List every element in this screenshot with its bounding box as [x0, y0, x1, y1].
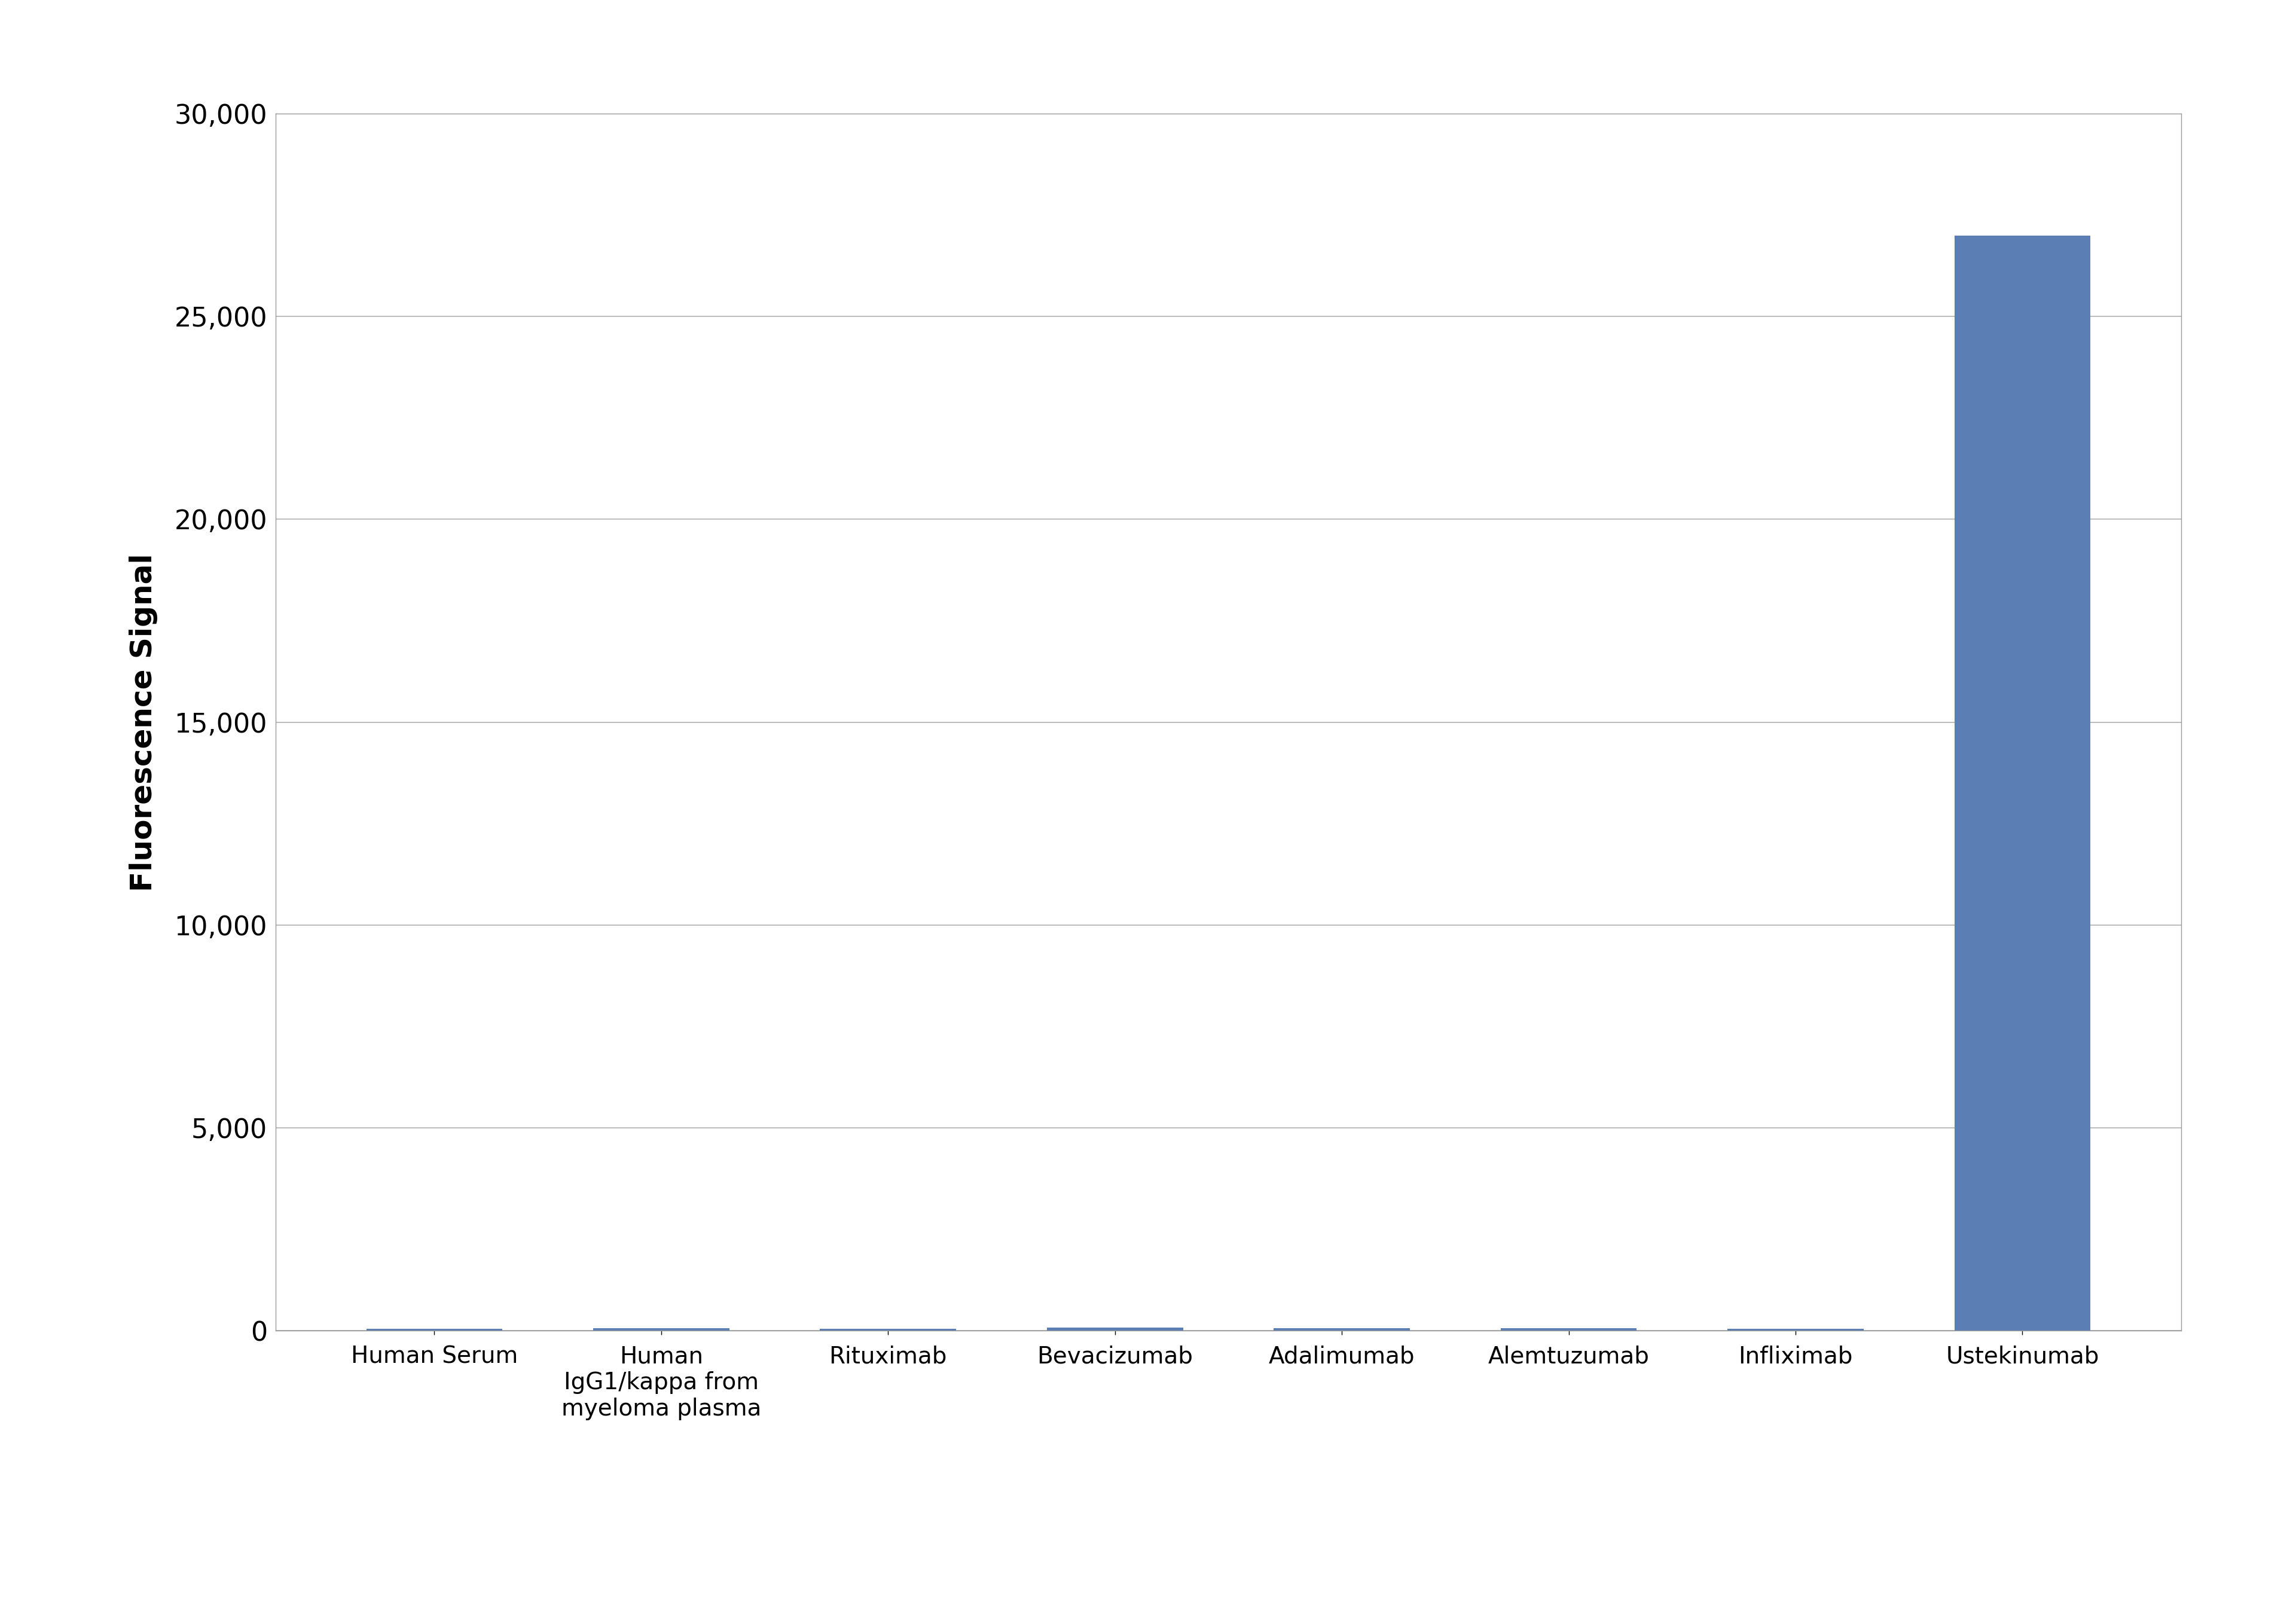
Y-axis label: Fluorescence Signal: Fluorescence Signal — [129, 553, 158, 891]
Bar — [1274, 1328, 1410, 1331]
Bar — [1727, 1329, 1864, 1331]
Bar — [820, 1329, 955, 1331]
Bar — [1954, 235, 2089, 1331]
Bar — [367, 1329, 503, 1331]
Bar — [1047, 1328, 1182, 1331]
Bar — [1502, 1328, 1637, 1331]
Bar — [592, 1328, 730, 1331]
